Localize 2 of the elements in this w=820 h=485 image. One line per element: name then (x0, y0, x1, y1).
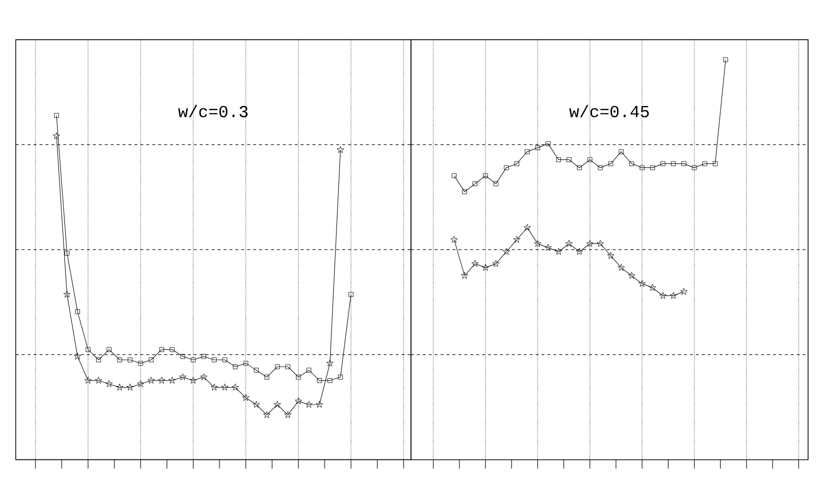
annotation: w/c=0.45 (569, 105, 649, 118)
annotation: w/c=0.3 (178, 105, 248, 118)
